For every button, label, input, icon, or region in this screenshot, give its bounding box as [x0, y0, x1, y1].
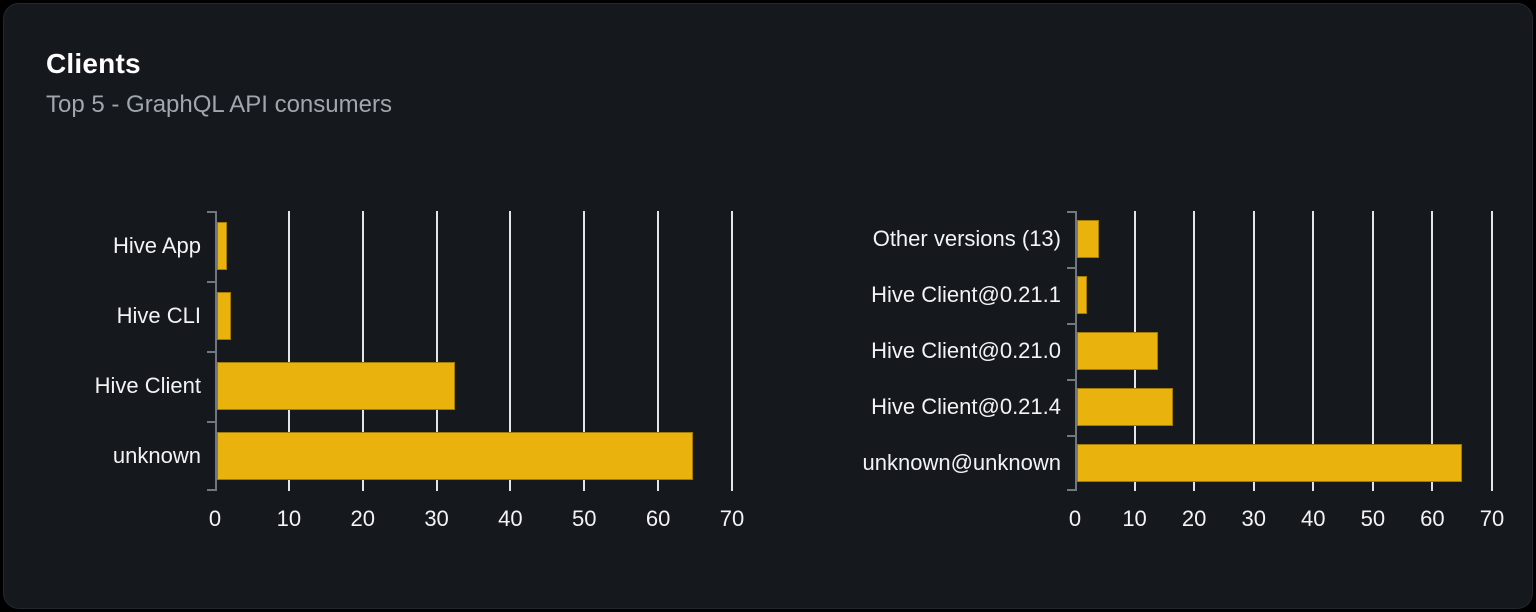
gridline-x50: [583, 211, 586, 491]
category-label-hive-cli: Hive CLI: [116, 303, 201, 328]
gridline-x30: [1252, 211, 1255, 491]
y-axis-tick: [1067, 211, 1075, 213]
bar-hive-cli[interactable]: [217, 291, 232, 340]
x-tick-label-60: 60: [645, 506, 671, 531]
x-tick-label-70: 70: [719, 506, 745, 531]
x-tick-label-70: 70: [1479, 506, 1505, 531]
clients-by-version-chart: Other versions (13) Hive Client@0.21.1 Hiv…: [863, 211, 1504, 531]
gridline-x20: [1193, 211, 1196, 491]
bar-hive-app[interactable]: [217, 221, 227, 270]
gridline-x20: [361, 211, 364, 491]
bar-hive-client-0-21-4[interactable]: [1077, 387, 1173, 427]
gridline-x10: [287, 211, 290, 491]
category-label-hive-app: Hive App: [112, 233, 201, 258]
x-tick-label-20: 20: [350, 506, 375, 531]
y-axis-line: [215, 211, 217, 491]
x-tick-label-30: 30: [424, 506, 449, 531]
x-tick-label-40: 40: [1301, 506, 1326, 531]
gridline-x40: [509, 211, 512, 491]
bar-hive-client-0-21-0[interactable]: [1077, 331, 1159, 371]
bar-other-versions-13[interactable]: [1077, 219, 1100, 259]
category-label-hive-client-0-21-1: Hive Client@0.21.1: [871, 282, 1061, 307]
x-tick-label-0: 0: [208, 506, 222, 531]
y-axis-tick: [207, 421, 215, 423]
x-tick-label-30: 30: [1241, 506, 1266, 531]
x-tick-label-50: 50: [1360, 506, 1386, 531]
y-axis-tick: [1067, 489, 1075, 491]
category-label-hive-client-0-21-0: Hive Client@0.21.0: [871, 338, 1061, 363]
category-label-unknown-unknown: unknown@unknown: [862, 450, 1061, 475]
y-axis-tick: [1067, 379, 1075, 381]
card-header: Clients Top 5 - GraphQL API consumers: [46, 48, 392, 119]
page-title: Clients: [46, 48, 141, 79]
x-tick-label-60: 60: [1420, 506, 1445, 531]
y-axis-tick: [207, 211, 215, 213]
y-axis-tick: [207, 489, 215, 491]
clients-by-name-chart: Hive App Hive CLI Hive Client unknown 0 10 20 3…: [95, 211, 744, 531]
x-tick-label-0: 0: [1068, 506, 1082, 531]
y-axis-tick: [1067, 267, 1075, 269]
gridline-x30: [435, 211, 438, 491]
y-axis-tick: [207, 351, 215, 353]
x-tick-label-10: 10: [276, 506, 302, 531]
x-tick-label-20: 20: [1181, 506, 1207, 531]
gridline-x70: [731, 211, 733, 491]
x-tick-label-10: 10: [1122, 506, 1147, 531]
clients-card: Clients Top 5 - GraphQL API consumers Hi…: [3, 3, 1533, 609]
category-label-hive-client: Hive Client: [94, 373, 201, 398]
y-axis-line: [1075, 211, 1077, 491]
category-label-other-versions-13: Other versions (13): [872, 226, 1061, 251]
x-tick-label-50: 50: [572, 506, 597, 531]
x-tick-label-40: 40: [498, 506, 523, 531]
gridline-x50: [1371, 211, 1374, 491]
y-axis-tick: [1067, 323, 1075, 325]
gridline-x70: [1491, 211, 1493, 491]
category-label-unknown: unknown: [112, 443, 201, 468]
bar-hive-client-0-21-1[interactable]: [1077, 275, 1087, 315]
gridline-x60: [657, 211, 660, 491]
category-label-hive-client-0-21-4: Hive Client@0.21.4: [871, 394, 1061, 419]
bar-unknown[interactable]: [217, 431, 693, 480]
page-subtitle: Top 5 - GraphQL API consumers: [46, 91, 392, 118]
gridline-x60: [1431, 211, 1434, 491]
gridline-x40: [1312, 211, 1315, 491]
y-axis-tick: [207, 281, 215, 283]
bar-hive-client[interactable]: [217, 361, 455, 410]
y-axis-tick: [1067, 435, 1075, 437]
bar-unknown-unknown[interactable]: [1077, 443, 1462, 483]
